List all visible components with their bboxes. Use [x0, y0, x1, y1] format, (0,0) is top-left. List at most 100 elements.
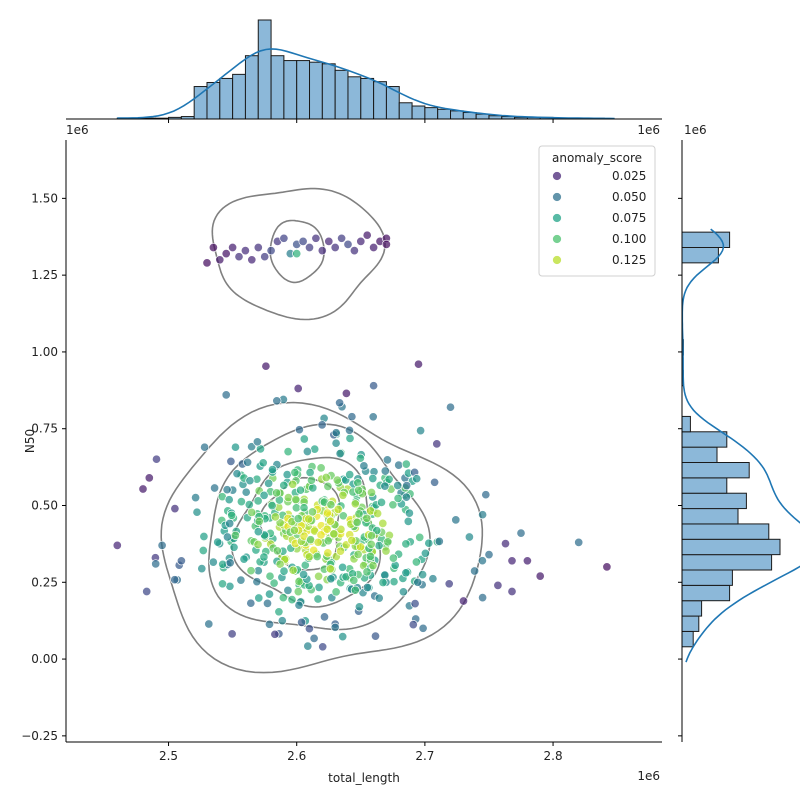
scatter-point — [151, 454, 162, 464]
scatter-point — [298, 236, 308, 246]
histogram-bar-y — [681, 569, 733, 586]
marginal-x-histogram — [66, 19, 662, 123]
scatter-point — [267, 501, 277, 511]
scatter-point — [294, 600, 304, 610]
scatter-point — [317, 246, 327, 256]
scatter-point — [295, 485, 306, 495]
scatter-point — [228, 242, 238, 253]
histogram-bar-y — [681, 630, 694, 648]
scatter-point — [500, 539, 511, 549]
scatter-point — [254, 593, 264, 603]
legend-label: 0.100 — [612, 232, 646, 246]
scatter-point — [389, 577, 399, 587]
scatter-point — [267, 465, 278, 475]
scatter-point — [282, 470, 292, 480]
scatter-point — [493, 580, 503, 590]
scatter-point — [318, 642, 328, 652]
scatter-point — [274, 607, 284, 617]
x-offset-label-marginal-right: 1e6 — [637, 123, 660, 137]
scatter-point — [200, 442, 210, 452]
scatter-point — [412, 474, 422, 484]
scatter-point — [354, 509, 364, 519]
scatter-point — [323, 536, 333, 546]
scatter-point — [287, 595, 297, 605]
scatter-point — [507, 556, 517, 566]
x-tick-label: 2.5 — [159, 749, 178, 763]
scatter-point — [602, 562, 612, 572]
scatter-point — [151, 559, 161, 569]
scatter-point — [293, 587, 303, 597]
histogram-bar-x — [360, 77, 375, 120]
scatter-point — [430, 477, 440, 487]
legend-label: 0.050 — [612, 190, 646, 204]
scatter-point — [336, 524, 346, 534]
scatter-point — [247, 255, 257, 265]
scatter-point — [331, 428, 341, 438]
scatter-point — [253, 539, 263, 550]
scatter-point — [411, 557, 421, 567]
scatter-point — [304, 624, 314, 634]
scatter-point — [362, 513, 372, 523]
histogram-bar-x — [219, 77, 234, 120]
scatter-point — [279, 233, 289, 243]
y-tick-label: 0.00 — [31, 652, 58, 666]
scatter-point — [574, 537, 584, 547]
scatter-point — [202, 258, 212, 268]
scatter-point — [221, 249, 231, 259]
scatter-point — [304, 514, 314, 524]
scatter-point — [478, 510, 488, 520]
scatter-point — [226, 456, 236, 466]
scatter-point — [445, 402, 456, 412]
scatter-point — [218, 559, 228, 569]
scatter-point — [312, 551, 322, 562]
scatter-point — [401, 568, 411, 578]
histogram-bar-y — [681, 584, 731, 602]
scatter-point — [302, 446, 312, 457]
scatter-point — [324, 236, 334, 246]
scatter-point — [398, 587, 408, 597]
scatter-point — [325, 564, 335, 574]
scatter-point — [344, 425, 355, 435]
scatter-point — [283, 585, 293, 595]
scatter-point — [378, 518, 388, 528]
scatter-point — [313, 594, 323, 604]
x-offset-label-marginal: 1e6 — [66, 123, 89, 137]
scatter-point — [331, 438, 341, 448]
x-axis-label: total_length — [328, 771, 400, 785]
scatter-point — [221, 390, 231, 400]
scatter-point — [481, 490, 491, 500]
scatter-point — [253, 242, 263, 253]
scatter-point — [272, 546, 282, 556]
scatter-point — [368, 473, 378, 484]
scatter-point — [355, 453, 365, 463]
scatter-point — [349, 246, 359, 256]
scatter-point — [304, 552, 314, 562]
marginal-y-histogram — [678, 140, 800, 742]
legend-label: 0.025 — [612, 169, 646, 183]
histogram-bar-y — [681, 446, 718, 463]
scatter-point — [244, 500, 254, 510]
scatter-point — [378, 577, 388, 588]
scatter-point — [277, 616, 287, 626]
scatter-point — [353, 549, 363, 559]
scatter-point — [335, 398, 345, 408]
scatter-point — [197, 564, 207, 574]
scatter-point — [270, 629, 280, 639]
scatter-point — [289, 525, 299, 535]
histogram-bar-y — [681, 492, 747, 510]
scatter-point — [239, 554, 249, 564]
y-axis-label: N50 — [23, 429, 37, 453]
scatter-point — [322, 524, 332, 534]
scatter-point — [373, 508, 383, 519]
scatter-point — [291, 494, 301, 505]
scatter-point — [416, 426, 426, 436]
scatter-point — [275, 518, 285, 528]
scatter-point — [347, 535, 357, 545]
scatter-point — [374, 593, 384, 603]
scatter-point — [451, 515, 461, 525]
histogram-bar-x — [334, 69, 349, 120]
scatter-point — [393, 493, 403, 503]
x-tick-label: 2.7 — [415, 749, 434, 763]
scatter-point — [394, 460, 404, 470]
